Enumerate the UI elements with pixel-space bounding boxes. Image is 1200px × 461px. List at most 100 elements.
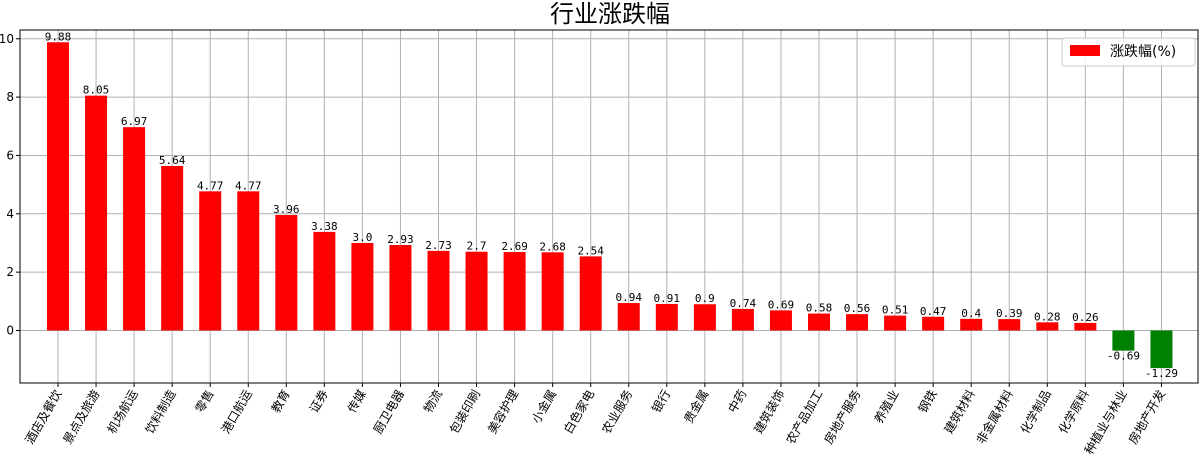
bar: [1074, 322, 1097, 331]
bar: [655, 303, 678, 331]
x-tick-label: 零售: [192, 387, 217, 415]
bar: [313, 231, 336, 331]
data-label: -1.29: [1145, 367, 1178, 380]
bar-layer: [47, 42, 1173, 369]
legend-swatch: [1070, 45, 1100, 56]
bar: [769, 310, 792, 331]
bar: [199, 191, 222, 331]
data-label-layer: 9.88 8.05 6.97 5.64 4.77 4.77 3.96 3.38 3.0 2.93 2…: [45, 30, 1178, 380]
bar: [693, 304, 716, 331]
x-tick-label: 农产品加工: [783, 388, 825, 447]
chart-title: 行业涨跌幅: [550, 0, 670, 28]
bar: [1112, 330, 1135, 351]
x-tick-label: 物流: [421, 388, 445, 416]
data-label: 8.05: [83, 84, 110, 97]
data-label: 0.74: [730, 297, 757, 310]
data-label: 0.26: [1072, 311, 1099, 324]
bar: [617, 303, 640, 331]
data-label: 2.54: [577, 244, 604, 257]
x-tick-label: 包装印刷: [447, 388, 483, 437]
x-tick-label: 非金属材料: [973, 387, 1016, 446]
data-label: 3.96: [273, 203, 300, 216]
x-tick-label: 景点及旅游: [61, 388, 103, 447]
bar: [47, 42, 69, 331]
bar: [161, 165, 184, 331]
data-label: 2.69: [501, 240, 528, 253]
bar: [579, 256, 602, 331]
data-label: 4.77: [197, 179, 224, 192]
x-tick-label: 建筑材料: [941, 387, 978, 436]
data-label: 0.28: [1034, 310, 1061, 323]
data-label: 0.56: [844, 302, 871, 315]
y-tick-label: 8: [6, 90, 14, 104]
x-tick-label: 饮料制造: [143, 388, 179, 437]
bar: [351, 242, 374, 331]
legend-label: 涨跌幅(%): [1110, 44, 1176, 60]
bar: [85, 95, 108, 331]
x-tick-label: 化学制品: [1017, 387, 1054, 436]
bar: [389, 245, 412, 331]
data-label: 0.4: [961, 307, 981, 320]
bar: [1036, 322, 1059, 331]
data-label: 9.88: [45, 30, 72, 43]
bar: [123, 127, 146, 331]
x-tick-label: 小金属: [528, 387, 559, 426]
x-tick-label: 建筑装饰: [751, 387, 788, 436]
bar: [960, 318, 983, 331]
x-tick-label: 钢铁: [916, 388, 940, 416]
y-tick-label: 10: [0, 32, 14, 46]
x-tick-label: 港口航运: [218, 387, 255, 436]
bar: [275, 214, 298, 331]
data-label: 3.0: [352, 231, 372, 244]
y-tick-label: 4: [6, 207, 14, 221]
y-tick-label: 0: [6, 323, 14, 337]
bar: [731, 308, 754, 331]
data-label: 0.51: [882, 304, 909, 317]
bar: [884, 315, 907, 331]
y-axis: 0 2 4 6 8 10: [0, 32, 20, 337]
bar: [1150, 330, 1173, 369]
plot-frame: [19, 29, 1199, 384]
bar: [465, 251, 488, 331]
bar: [846, 314, 869, 331]
x-tick-label: 农业服务: [598, 387, 635, 436]
bar: [427, 250, 450, 331]
x-tick-label: 机场航运: [104, 387, 141, 436]
data-label: 4.77: [235, 179, 262, 192]
x-tick-label: 教育: [268, 387, 293, 415]
data-label: -0.69: [1107, 350, 1140, 363]
x-tick-label: 化学原料: [1055, 387, 1092, 436]
x-tick-label: 贵金属: [680, 387, 711, 426]
bar: [541, 252, 564, 331]
x-tick-label: 证券: [306, 387, 331, 415]
data-label: 3.38: [311, 220, 338, 233]
data-label: 0.47: [920, 305, 947, 318]
bar: [237, 191, 260, 331]
data-label: 0.94: [616, 291, 643, 304]
data-label: 2.7: [467, 240, 487, 253]
data-label: 2.73: [425, 239, 452, 252]
data-label: 2.68: [539, 240, 566, 253]
bar: [922, 316, 945, 331]
y-tick-label: 2: [6, 265, 14, 279]
legend: 涨跌幅(%): [1061, 37, 1196, 67]
data-label: 0.58: [806, 302, 833, 315]
grid-layer: [20, 30, 1198, 383]
x-tick-label: 房地产开发: [1125, 387, 1168, 446]
y-tick-label: 6: [6, 148, 14, 162]
x-tick-label: 房地产服务: [821, 387, 864, 446]
data-label: 0.39: [996, 307, 1023, 320]
x-tick-label: 厨卫电器: [371, 388, 407, 437]
bar: [808, 313, 830, 331]
bar: [998, 319, 1021, 331]
x-tick-label: 美容护理: [484, 387, 521, 436]
data-label: 0.9: [695, 292, 715, 305]
bar: [503, 252, 526, 331]
x-tick-label: 酒店及餐饮: [22, 387, 65, 446]
data-label: 2.93: [387, 233, 414, 246]
x-tick-label: 传媒: [344, 387, 369, 415]
x-tick-label: 中药: [724, 387, 749, 415]
x-tick-label: 白色家电: [560, 387, 597, 436]
